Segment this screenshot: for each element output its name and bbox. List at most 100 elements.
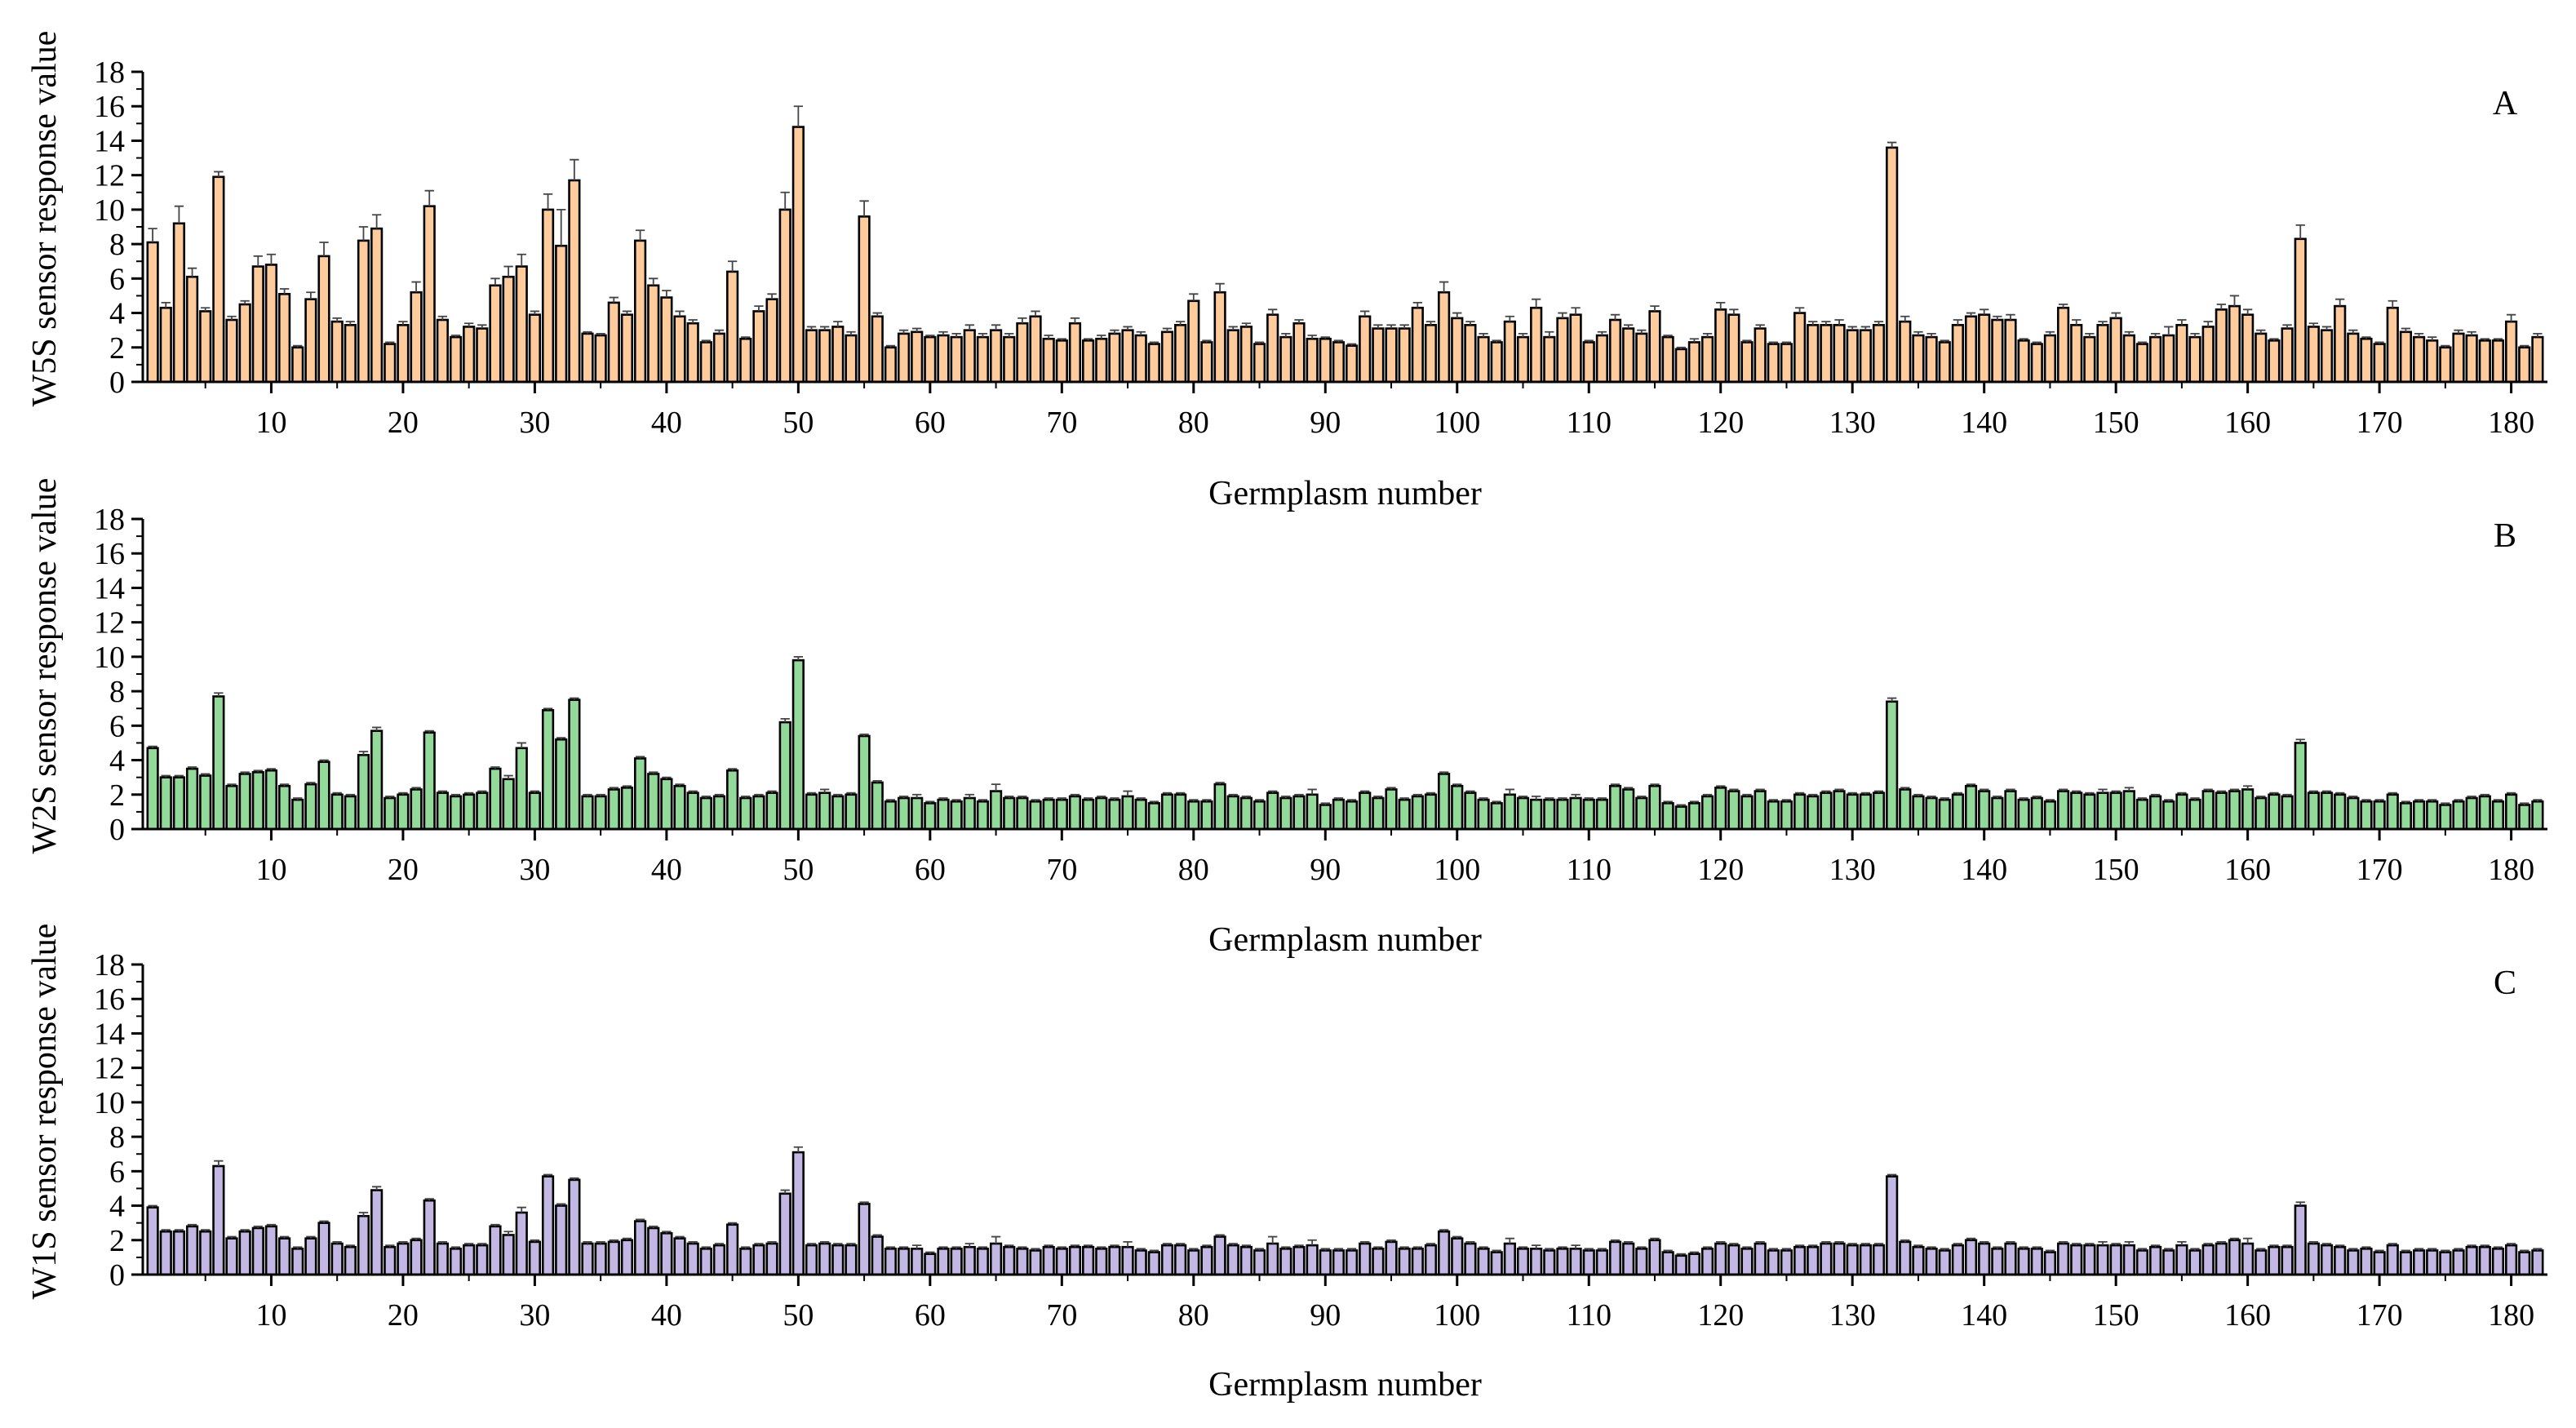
error-bar (898, 795, 909, 798)
bar (594, 1242, 607, 1276)
bar (304, 298, 317, 384)
bar (1740, 341, 1754, 384)
error-bar (1439, 281, 1449, 293)
bar (607, 301, 620, 384)
y-tick-label: 4 (109, 744, 125, 778)
x-axis-title: Germplasm number (1208, 921, 1482, 959)
error-bar (214, 171, 224, 177)
bar (2491, 800, 2505, 831)
bar (317, 255, 330, 384)
error-bar (1900, 315, 1910, 322)
error-bar (1624, 324, 1634, 329)
error-bar (2216, 790, 2227, 793)
error-bar (1610, 783, 1621, 787)
bar (1332, 341, 1346, 384)
error-bar (1545, 1248, 1554, 1251)
bar (1951, 1244, 1964, 1276)
x-tick-label: 110 (1566, 406, 1612, 440)
x-tick-label: 80 (1178, 1298, 1209, 1333)
error-bar (793, 1146, 804, 1153)
error-bar (2480, 793, 2490, 796)
bar (1556, 798, 1569, 831)
bar (633, 239, 647, 384)
bar (1846, 1244, 1859, 1276)
bar (1279, 1248, 1292, 1276)
bar (1016, 796, 1029, 831)
bar (2268, 339, 2281, 384)
error-bar (450, 1246, 461, 1249)
bar (897, 796, 911, 831)
error-bar (2401, 1249, 2411, 1253)
error-bar (1215, 1234, 1225, 1237)
error-bar (1241, 322, 1252, 327)
error-bar (1294, 319, 1304, 324)
bar (2188, 335, 2201, 384)
bar (1108, 798, 1121, 831)
bar (594, 795, 607, 831)
error-bar (991, 783, 1001, 792)
error-bar (1558, 797, 1567, 800)
bar (660, 296, 673, 384)
bar (1727, 1244, 1740, 1276)
y-tick-label: 2 (109, 1224, 125, 1258)
bar (1174, 324, 1187, 384)
error-bar (1281, 1246, 1291, 1249)
bar (2255, 796, 2268, 831)
error-bar (543, 707, 553, 711)
error-bar (1505, 788, 1515, 795)
error-bar (2058, 1240, 2068, 1244)
bar (2347, 332, 2360, 384)
bar (410, 290, 423, 384)
bar (633, 757, 647, 831)
error-bar (2006, 1240, 2015, 1244)
bar (1582, 798, 1595, 831)
bar (1991, 796, 2004, 831)
x-tick-label: 120 (1697, 1298, 1744, 1333)
error-bar (1320, 802, 1330, 805)
error-bar (490, 766, 500, 769)
bar (2083, 1244, 2096, 1276)
bar (1595, 334, 1608, 384)
bar (2320, 329, 2334, 384)
bar (1372, 1248, 1385, 1276)
error-bar (2150, 793, 2161, 796)
bar (1951, 324, 1964, 384)
error-bar (1531, 298, 1541, 308)
bar (858, 1203, 871, 1276)
bar (2017, 798, 2030, 831)
error-bar (174, 774, 184, 778)
error-bar (727, 768, 738, 771)
error-bar (780, 717, 790, 723)
bar (1648, 310, 1661, 384)
bar (370, 1189, 384, 1276)
bar (1582, 1249, 1595, 1276)
error-bar (806, 792, 817, 795)
error-bar (2085, 792, 2095, 795)
bar (528, 1240, 541, 1276)
bar (344, 795, 357, 831)
error-bar (503, 265, 513, 277)
error-bar (1044, 335, 1053, 339)
bar (937, 1248, 950, 1276)
bar (1912, 1245, 1925, 1276)
bar (1490, 1251, 1503, 1276)
error-bar (2098, 788, 2108, 793)
bar (423, 205, 436, 384)
y-tick-label: 0 (109, 366, 125, 400)
bar (607, 1240, 620, 1276)
bar (858, 215, 871, 384)
bar (2201, 790, 2215, 831)
error-bar (1650, 783, 1660, 787)
error-bar (1953, 1243, 1963, 1246)
error-bar (411, 787, 421, 790)
bar (1451, 784, 1464, 831)
bar (1332, 798, 1346, 831)
error-bar (345, 793, 355, 796)
error-bar (2229, 295, 2240, 307)
bar (1068, 795, 1082, 831)
bar (212, 1164, 225, 1276)
error-bar (2032, 795, 2042, 798)
x-tick-label: 130 (1829, 1298, 1876, 1333)
bar (2531, 1249, 2544, 1276)
bar (2201, 1244, 2215, 1276)
